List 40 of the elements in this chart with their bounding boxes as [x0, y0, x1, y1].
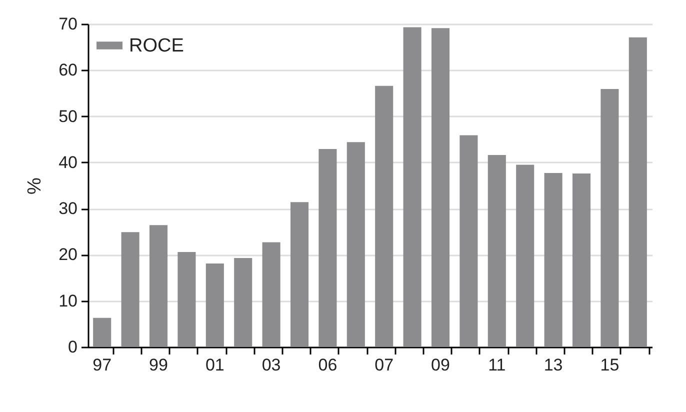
bar: [628, 37, 647, 347]
y-tick-label: 0: [68, 338, 78, 356]
y-tick-label: 40: [58, 152, 78, 172]
x-tick-label: 99: [149, 356, 168, 374]
bar: [460, 135, 478, 347]
y-tick-label: 50: [58, 106, 78, 126]
y-tick-label: 10: [58, 291, 78, 310]
y-tick-label: 20: [58, 245, 78, 264]
bar: [375, 86, 394, 347]
bar: [121, 232, 140, 347]
bar: [93, 318, 112, 347]
bar: [262, 242, 280, 347]
bar: [290, 202, 309, 347]
y-tick-label: 70: [58, 14, 78, 34]
bar: [346, 142, 365, 347]
y-tick-label: 60: [58, 60, 78, 80]
x-tick-label: 07: [374, 356, 394, 374]
x-tick-label: 06: [318, 356, 338, 374]
x-tick-label: 13: [544, 356, 563, 374]
y-tick-label: 30: [58, 199, 78, 218]
x-tick-label: 09: [431, 356, 450, 374]
x-tick-label: 03: [262, 356, 281, 374]
bar: [206, 263, 224, 347]
bar: [403, 27, 422, 347]
bar: [318, 149, 337, 347]
bar: [488, 155, 506, 347]
x-tick-label: 11: [488, 356, 506, 374]
x-tick-label: 15: [600, 356, 620, 374]
bar: [516, 164, 534, 347]
bar: [234, 258, 252, 347]
bar: [544, 173, 562, 347]
bar: [178, 252, 196, 347]
bar: [572, 174, 591, 347]
bar: [431, 28, 450, 347]
y-axis-title: %: [24, 177, 46, 194]
bar: [600, 89, 619, 347]
x-tick-label: 97: [92, 356, 112, 374]
x-tick-label: 01: [205, 356, 224, 374]
bar: [149, 225, 168, 347]
legend-label: ROCE: [129, 36, 184, 56]
